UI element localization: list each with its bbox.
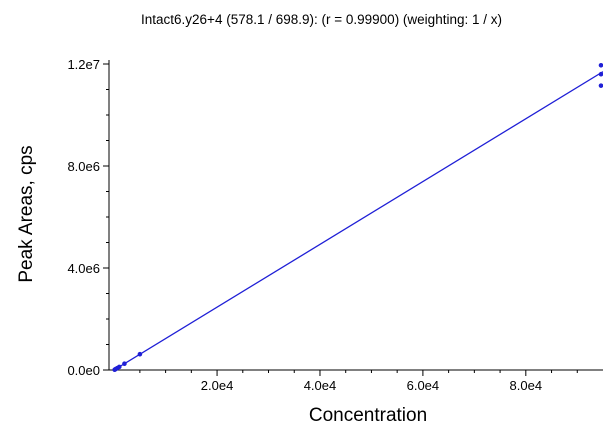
y-tick-label: 1.2e7 (67, 57, 100, 72)
series (112, 62, 603, 372)
x-tick-label: 6.0e4 (407, 378, 440, 393)
data-point (598, 83, 603, 88)
data-point (598, 62, 603, 68)
data-point (598, 71, 603, 77)
y-tick-label: 0.0e0 (67, 363, 100, 378)
y-tick-label: 4.0e6 (67, 261, 100, 276)
x-axis: 2.0e4 4.0e4 6.0e4 8.0e4 (109, 369, 603, 393)
data-point (137, 351, 143, 357)
x-axis-title: Concentration (309, 405, 427, 426)
x-tick-label: 2.0e4 (201, 378, 234, 393)
y-tick-label: 8.0e6 (67, 159, 100, 174)
data-point (122, 361, 127, 367)
data-point (116, 364, 122, 370)
regression-line (113, 71, 603, 371)
y-axis-title: Peak Areas, cps (16, 145, 37, 282)
y-axis: 0.0e0 4.0e6 8.0e6 1.2e7 (67, 57, 110, 378)
x-tick-label: 4.0e4 (304, 378, 337, 393)
chart-title: Intact6.y26+4 (578.1 / 698.9): (r = 0.99… (141, 12, 502, 27)
x-tick-label: 8.0e4 (510, 378, 543, 393)
